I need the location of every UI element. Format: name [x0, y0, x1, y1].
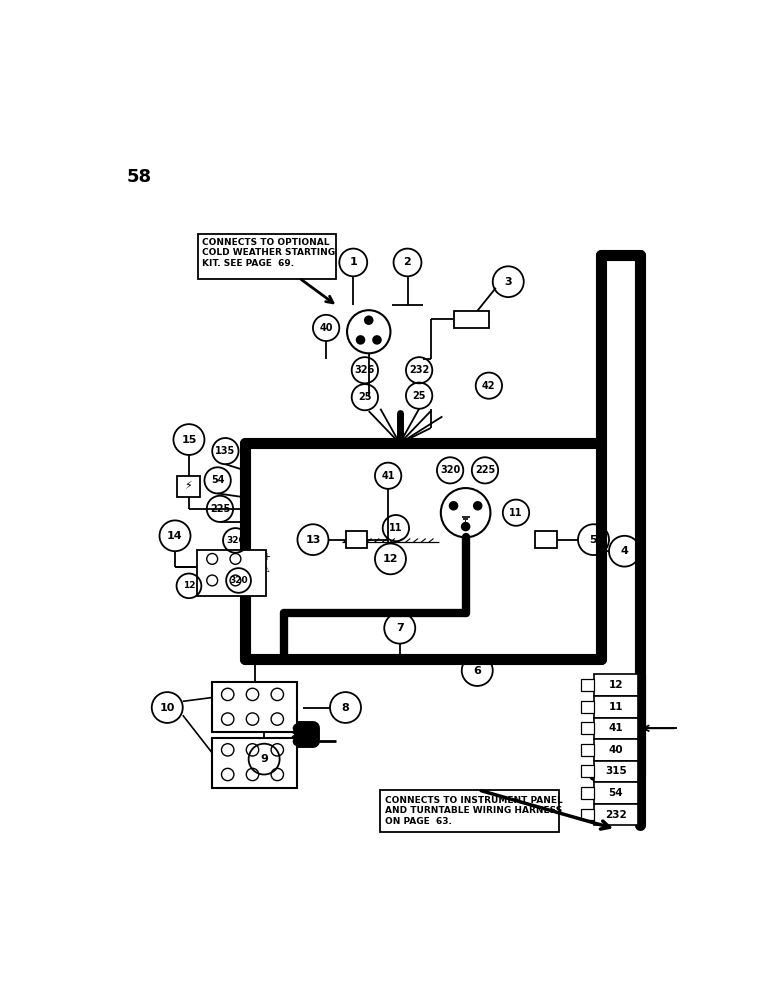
Bar: [198, 234, 336, 279]
Text: 2: 2: [403, 257, 411, 267]
Text: 14: 14: [167, 531, 183, 541]
Text: 12: 12: [183, 581, 195, 590]
Text: 232: 232: [605, 810, 627, 820]
Bar: [581, 679, 594, 691]
Bar: [581, 744, 594, 756]
Text: 42: 42: [482, 381, 495, 391]
Text: CONNECTS TO OPTIONAL
COLD WEATHER STARTING
KIT. SEE PAGE  69.: CONNECTS TO OPTIONAL COLD WEATHER STARTI…: [202, 238, 335, 268]
Text: ⚡: ⚡: [184, 482, 192, 492]
Bar: [594, 696, 639, 718]
Text: 40: 40: [319, 323, 333, 333]
Text: 41: 41: [381, 471, 395, 481]
Bar: [454, 311, 489, 328]
Bar: [197, 550, 267, 596]
Circle shape: [473, 502, 481, 510]
Bar: [581, 787, 594, 799]
Text: 12: 12: [383, 554, 399, 564]
Text: CONNECTS TO INSTRUMENT PANEL
AND TURNTABLE WIRING HARNESS
ON PAGE  63.: CONNECTS TO INSTRUMENT PANEL AND TURNTAB…: [385, 796, 563, 826]
Text: +: +: [262, 552, 271, 562]
Text: 25: 25: [358, 392, 371, 402]
Circle shape: [462, 523, 470, 530]
Text: 54: 54: [608, 788, 623, 798]
Bar: [535, 531, 557, 548]
Text: 58: 58: [127, 168, 152, 186]
Bar: [594, 739, 639, 761]
Text: 4: 4: [621, 546, 629, 556]
Text: 135: 135: [215, 446, 236, 456]
Text: 11: 11: [608, 702, 623, 712]
Text: 41: 41: [608, 723, 623, 733]
Bar: [594, 782, 639, 804]
Bar: [594, 804, 639, 825]
Text: 320: 320: [229, 576, 248, 585]
Text: 1: 1: [349, 257, 357, 267]
Circle shape: [293, 724, 301, 732]
Circle shape: [365, 316, 373, 324]
Text: 315: 315: [605, 766, 627, 776]
Bar: [581, 701, 594, 713]
Text: 7: 7: [396, 623, 403, 633]
Bar: [212, 682, 297, 732]
Text: 15: 15: [181, 435, 197, 445]
Text: 232: 232: [409, 365, 429, 375]
Text: 225: 225: [210, 504, 230, 514]
Text: 8: 8: [342, 703, 349, 713]
Text: 225: 225: [475, 465, 495, 475]
Text: 12: 12: [608, 680, 623, 690]
Bar: [176, 476, 200, 497]
Text: 10: 10: [160, 703, 175, 713]
Text: 25: 25: [413, 391, 426, 401]
Text: 11: 11: [509, 508, 523, 518]
Text: 6: 6: [473, 666, 481, 676]
Circle shape: [356, 336, 364, 344]
Text: 3: 3: [505, 277, 512, 287]
Text: 9: 9: [261, 754, 268, 764]
Bar: [594, 761, 639, 782]
Circle shape: [373, 336, 381, 344]
Bar: [581, 809, 594, 820]
Circle shape: [449, 502, 457, 510]
Bar: [594, 674, 639, 696]
Bar: [212, 738, 297, 788]
Bar: [581, 722, 594, 734]
Circle shape: [293, 738, 301, 745]
Text: 13: 13: [305, 535, 321, 545]
Text: 320: 320: [440, 465, 460, 475]
Text: 326: 326: [355, 365, 375, 375]
Text: 54: 54: [211, 475, 225, 485]
Bar: [594, 718, 639, 739]
Text: △: △: [263, 564, 270, 573]
Bar: [346, 531, 367, 548]
Text: 40: 40: [608, 745, 623, 755]
Text: 11: 11: [389, 523, 402, 533]
Text: 326: 326: [226, 536, 245, 545]
Bar: [581, 765, 594, 777]
Text: 5: 5: [590, 535, 597, 545]
Bar: [381, 790, 558, 832]
